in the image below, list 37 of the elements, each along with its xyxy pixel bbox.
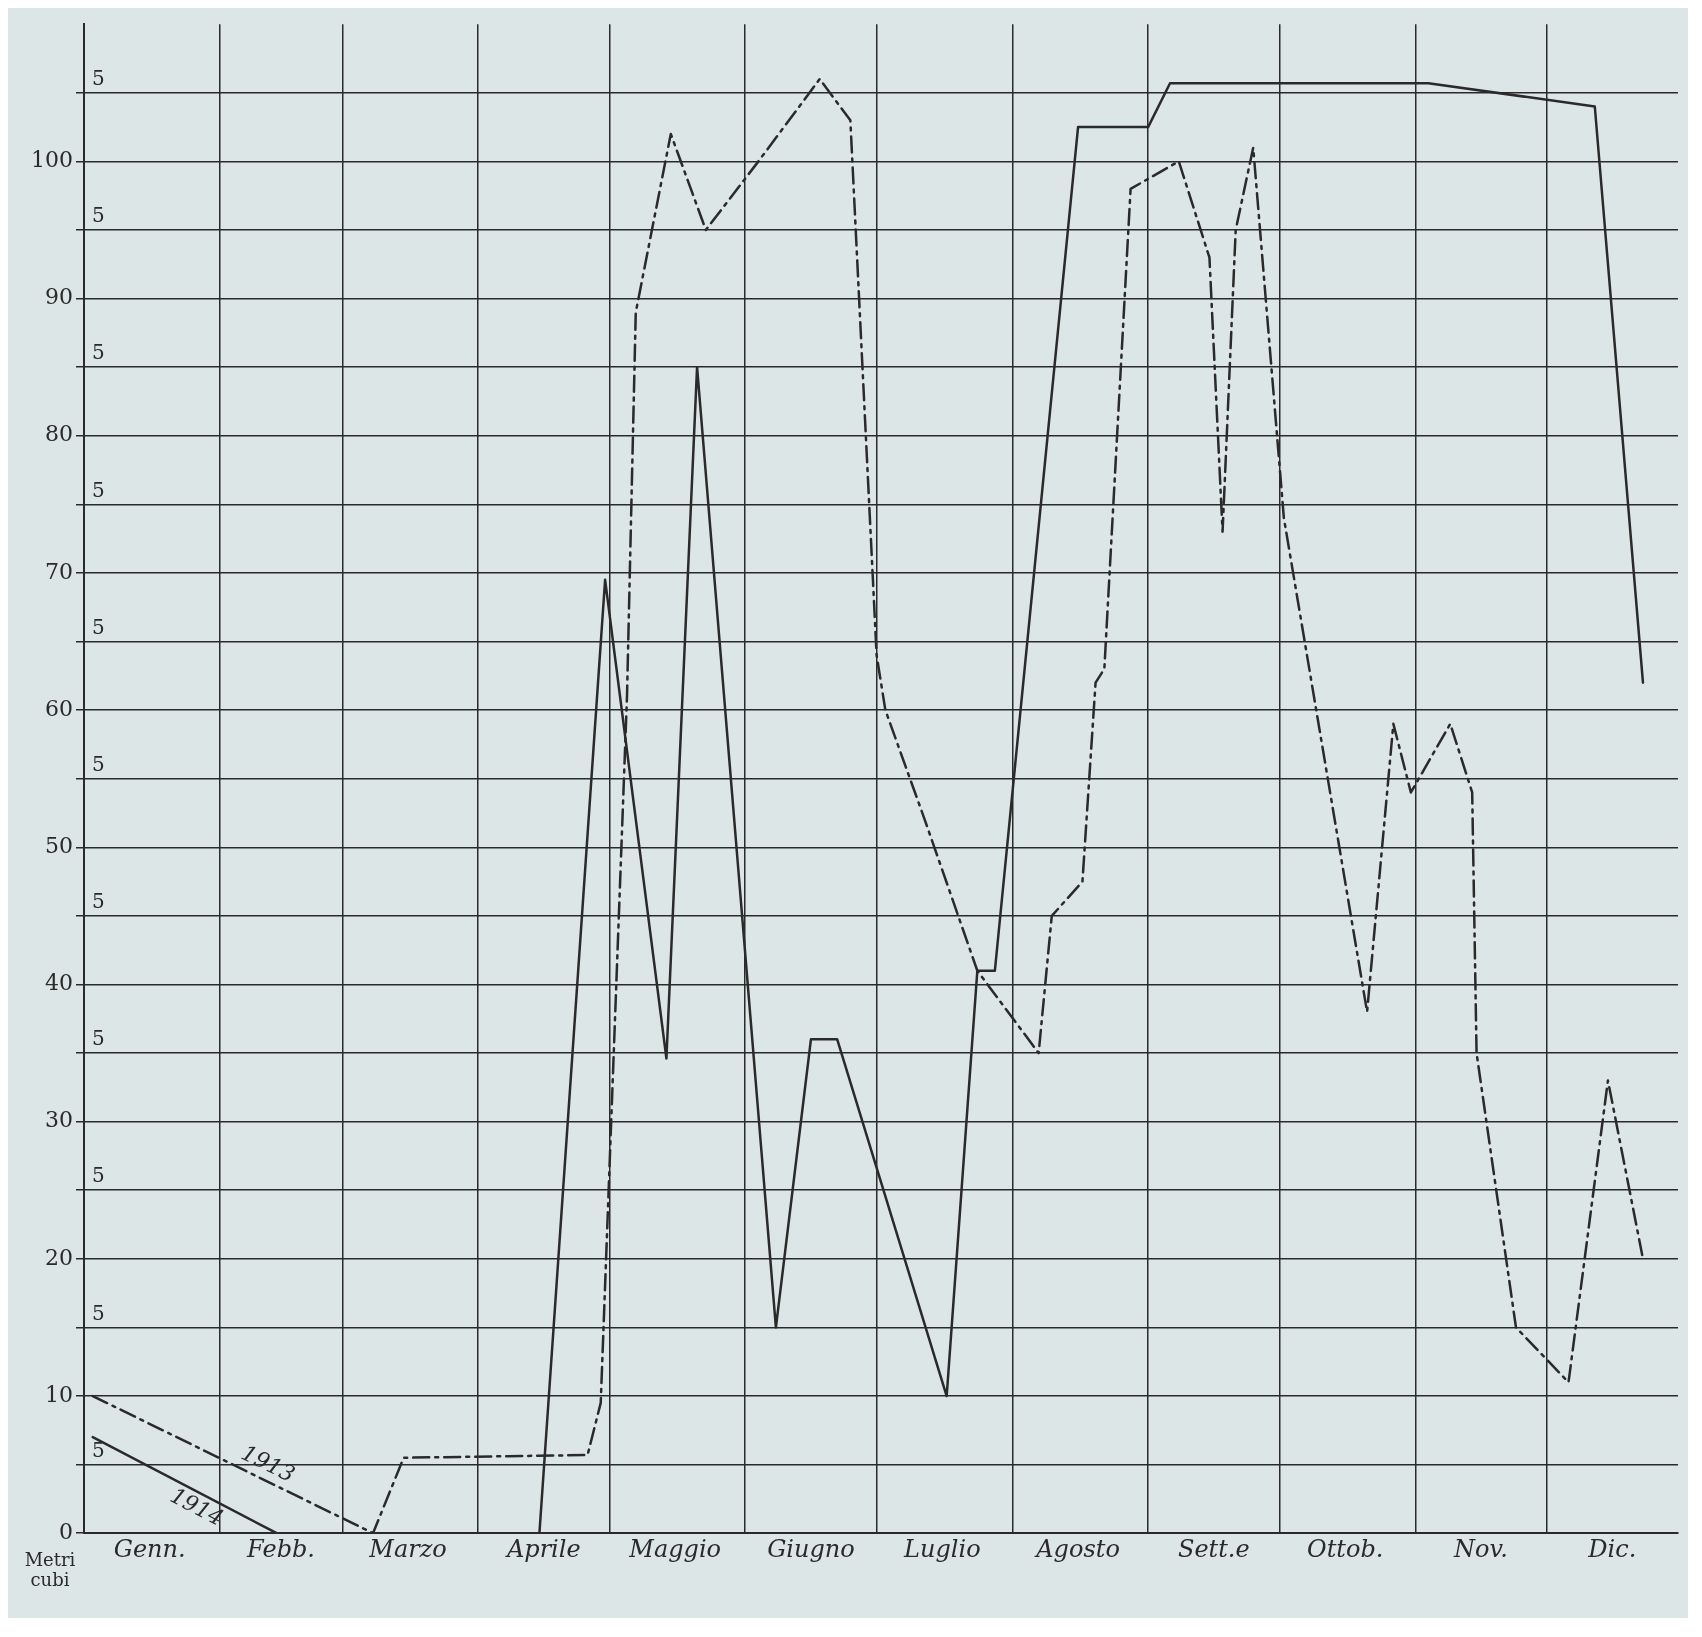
y-tick-label: 30 [44, 1107, 73, 1133]
annotation: 5 [91, 477, 105, 502]
y-tick-label: 0 [58, 1518, 73, 1544]
annotation: 5 [91, 889, 105, 914]
y-tick-label: 40 [44, 970, 73, 996]
annotation: 5 [91, 1300, 105, 1325]
x-tick-label: Aprile [504, 1534, 581, 1563]
annotation: 5 [91, 65, 105, 90]
y-tick-label: 50 [44, 833, 73, 859]
text: 1914 [166, 1482, 228, 1531]
y-tick-label: 80 [44, 421, 73, 447]
annotation: 5 [91, 1163, 105, 1188]
annotation: 5 [91, 203, 105, 228]
y-tick-label: 100 [30, 147, 73, 173]
x-tick-label: Genn. [113, 1534, 186, 1563]
x-tick-label: Sett.e [1177, 1534, 1250, 1563]
annotation: 5 [91, 1026, 105, 1051]
text: 1913 [237, 1439, 299, 1487]
y-tick-label: 90 [44, 284, 73, 310]
annotation: 5 [91, 751, 105, 776]
y-tick-label: 70 [44, 558, 73, 584]
annotation: 5 [91, 614, 105, 639]
x-tick-label: Ottob. [1306, 1534, 1384, 1563]
annotation: 5 [91, 1437, 105, 1462]
y-axis-title: Metri cubi [24, 1548, 76, 1590]
x-tick-label: Dic. [1587, 1534, 1637, 1563]
x-tick-label: Febb. [246, 1534, 316, 1563]
x-tick-label: Luglio [903, 1534, 981, 1563]
x-tick-label: Agosto [1034, 1534, 1120, 1563]
x-tick-label: Maggio [628, 1534, 722, 1563]
x-tick-label: Marzo [368, 1534, 447, 1563]
x-tick-label: Nov. [1453, 1534, 1508, 1563]
y-tick-label: 60 [44, 695, 73, 721]
y-tick-label: 10 [44, 1381, 73, 1407]
y-tick-label: 20 [44, 1244, 73, 1270]
x-tick-label: Giugno [767, 1534, 855, 1563]
annotation: 5 [91, 340, 105, 365]
